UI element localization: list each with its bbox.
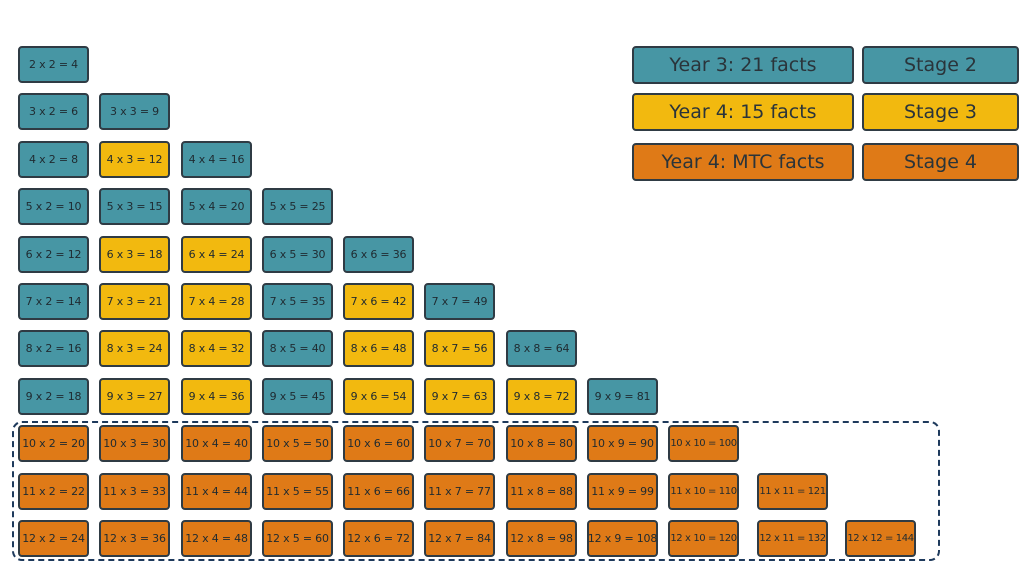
fact-tile: 10 x 7 = 70	[424, 425, 495, 462]
fact-tile: 10 x 10 = 100	[668, 425, 739, 462]
fact-tile: 6 x 6 = 36	[343, 236, 414, 273]
fact-tile: 11 x 5 = 55	[262, 473, 333, 510]
fact-tile: 9 x 4 = 36	[181, 378, 252, 415]
fact-tile: 8 x 4 = 32	[181, 330, 252, 367]
fact-tile: 6 x 4 = 24	[181, 236, 252, 273]
fact-tile: 2 x 2 = 4	[18, 46, 89, 83]
fact-tile: 11 x 2 = 22	[18, 473, 89, 510]
legend-stage4-label: Stage 4	[862, 143, 1019, 181]
fact-tile: 8 x 3 = 24	[99, 330, 170, 367]
fact-tile: 10 x 9 = 90	[587, 425, 658, 462]
fact-tile: 8 x 8 = 64	[506, 330, 577, 367]
fact-tile: 10 x 3 = 30	[99, 425, 170, 462]
fact-tile: 12 x 8 = 98	[506, 520, 577, 557]
fact-tile: 11 x 7 = 77	[424, 473, 495, 510]
legend-year3-label: Year 3: 21 facts	[632, 46, 854, 84]
fact-tile: 7 x 5 = 35	[262, 283, 333, 320]
fact-tile: 12 x 11 = 132	[757, 520, 828, 557]
fact-tile: 11 x 4 = 44	[181, 473, 252, 510]
fact-tile: 4 x 2 = 8	[18, 141, 89, 178]
fact-tile: 12 x 9 = 108	[587, 520, 658, 557]
fact-tile: 9 x 7 = 63	[424, 378, 495, 415]
fact-tile: 12 x 3 = 36	[99, 520, 170, 557]
fact-tile: 9 x 5 = 45	[262, 378, 333, 415]
fact-tile: 7 x 3 = 21	[99, 283, 170, 320]
fact-tile: 8 x 5 = 40	[262, 330, 333, 367]
legend-year4-label: Year 4: 15 facts	[632, 93, 854, 131]
fact-tile: 11 x 11 = 121	[757, 473, 828, 510]
fact-tile: 6 x 5 = 30	[262, 236, 333, 273]
fact-tile: 7 x 2 = 14	[18, 283, 89, 320]
fact-tile: 4 x 4 = 16	[181, 141, 252, 178]
fact-tile: 12 x 5 = 60	[262, 520, 333, 557]
fact-tile: 8 x 7 = 56	[424, 330, 495, 367]
fact-tile: 10 x 6 = 60	[343, 425, 414, 462]
fact-tile: 10 x 4 = 40	[181, 425, 252, 462]
fact-tile: 9 x 8 = 72	[506, 378, 577, 415]
fact-tile: 5 x 5 = 25	[262, 188, 333, 225]
fact-tile: 7 x 4 = 28	[181, 283, 252, 320]
legend-stage2-label: Stage 2	[862, 46, 1019, 84]
fact-tile: 11 x 6 = 66	[343, 473, 414, 510]
fact-tile: 3 x 3 = 9	[99, 93, 170, 130]
fact-tile: 9 x 3 = 27	[99, 378, 170, 415]
fact-tile: 12 x 6 = 72	[343, 520, 414, 557]
fact-tile: 10 x 8 = 80	[506, 425, 577, 462]
fact-tile: 6 x 2 = 12	[18, 236, 89, 273]
fact-tile: 8 x 6 = 48	[343, 330, 414, 367]
fact-tile: 11 x 10 = 110	[668, 473, 739, 510]
fact-tile: 10 x 2 = 20	[18, 425, 89, 462]
fact-tile: 4 x 3 = 12	[99, 141, 170, 178]
fact-tile: 8 x 2 = 16	[18, 330, 89, 367]
legend-mtc-label: Year 4: MTC facts	[632, 143, 854, 181]
fact-tile: 7 x 7 = 49	[424, 283, 495, 320]
fact-tile: 3 x 2 = 6	[18, 93, 89, 130]
fact-tile: 12 x 2 = 24	[18, 520, 89, 557]
fact-tile: 11 x 3 = 33	[99, 473, 170, 510]
fact-tile: 5 x 3 = 15	[99, 188, 170, 225]
fact-tile: 12 x 4 = 48	[181, 520, 252, 557]
mtc-facts-outline	[12, 421, 940, 561]
fact-tile: 9 x 9 = 81	[587, 378, 658, 415]
fact-tile: 12 x 10 = 120	[668, 520, 739, 557]
fact-tile: 5 x 2 = 10	[18, 188, 89, 225]
fact-tile: 11 x 9 = 99	[587, 473, 658, 510]
fact-tile: 12 x 7 = 84	[424, 520, 495, 557]
fact-tile: 11 x 8 = 88	[506, 473, 577, 510]
fact-tile: 5 x 4 = 20	[181, 188, 252, 225]
fact-tile: 10 x 5 = 50	[262, 425, 333, 462]
fact-tile: 7 x 6 = 42	[343, 283, 414, 320]
fact-tile: 12 x 12 = 144	[845, 520, 916, 557]
fact-tile: 9 x 2 = 18	[18, 378, 89, 415]
fact-tile: 6 x 3 = 18	[99, 236, 170, 273]
legend-stage3-label: Stage 3	[862, 93, 1019, 131]
fact-tile: 9 x 6 = 54	[343, 378, 414, 415]
